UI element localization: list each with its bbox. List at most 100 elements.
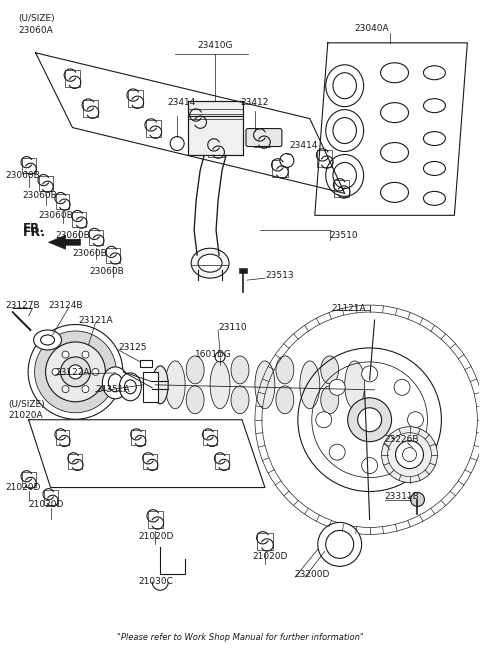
Text: 23412: 23412 <box>240 98 268 107</box>
Text: 1601DG: 1601DG <box>195 350 232 360</box>
Circle shape <box>170 136 184 151</box>
Ellipse shape <box>255 361 275 409</box>
Text: 21121A: 21121A <box>332 303 366 312</box>
Text: 23125: 23125 <box>119 343 147 352</box>
Text: 21020D: 21020D <box>6 483 41 492</box>
Text: 23414: 23414 <box>167 98 195 107</box>
Text: 23410G: 23410G <box>197 41 233 50</box>
Circle shape <box>280 153 294 168</box>
Ellipse shape <box>276 356 294 384</box>
Ellipse shape <box>231 356 249 384</box>
Text: 21030C: 21030C <box>138 577 173 586</box>
Ellipse shape <box>41 335 55 345</box>
Ellipse shape <box>321 356 339 384</box>
Bar <box>254 130 270 147</box>
Bar <box>145 121 161 137</box>
Circle shape <box>396 441 423 468</box>
Bar <box>132 430 145 445</box>
Ellipse shape <box>231 386 249 414</box>
Ellipse shape <box>191 248 229 278</box>
Circle shape <box>82 351 89 358</box>
Text: 24351A: 24351A <box>96 385 130 394</box>
Bar <box>208 140 224 157</box>
Text: 23121A: 23121A <box>78 316 113 324</box>
Circle shape <box>92 368 99 375</box>
Text: 23060B: 23060B <box>89 267 124 276</box>
Ellipse shape <box>60 357 90 387</box>
Text: 23060B: 23060B <box>56 231 90 240</box>
Text: FR.: FR. <box>23 222 45 234</box>
Text: (U/SIZE): (U/SIZE) <box>9 400 45 409</box>
Bar <box>38 176 52 191</box>
Text: 23060A: 23060A <box>19 26 53 35</box>
Ellipse shape <box>165 361 185 409</box>
Bar <box>257 533 273 550</box>
Ellipse shape <box>46 342 106 402</box>
Text: 21020D: 21020D <box>252 552 288 561</box>
Text: 23513: 23513 <box>265 271 294 280</box>
Text: 23127B: 23127B <box>6 301 40 310</box>
Ellipse shape <box>345 361 365 409</box>
FancyBboxPatch shape <box>246 128 282 147</box>
Bar <box>317 150 333 167</box>
Text: 23060B: 23060B <box>23 191 58 200</box>
Ellipse shape <box>316 412 332 428</box>
Text: 23110: 23110 <box>218 324 247 333</box>
Bar <box>144 372 158 402</box>
Ellipse shape <box>210 361 230 409</box>
Bar <box>56 194 70 209</box>
Bar <box>144 454 157 469</box>
Bar <box>72 212 86 227</box>
Ellipse shape <box>329 379 345 395</box>
Bar <box>147 511 163 528</box>
Text: (U/SIZE): (U/SIZE) <box>19 14 55 24</box>
Bar <box>188 101 243 116</box>
Bar <box>89 230 103 245</box>
Circle shape <box>318 523 361 567</box>
Ellipse shape <box>69 365 83 379</box>
Circle shape <box>82 386 89 392</box>
Text: 21020D: 21020D <box>138 532 174 541</box>
Text: 23226B: 23226B <box>384 435 419 444</box>
Circle shape <box>348 398 392 441</box>
Bar <box>239 268 247 273</box>
Text: 23510: 23510 <box>330 231 359 240</box>
Ellipse shape <box>321 386 339 414</box>
Bar <box>69 454 83 469</box>
Bar <box>22 158 36 173</box>
Ellipse shape <box>394 444 410 460</box>
Bar <box>128 90 143 107</box>
Text: 23200D: 23200D <box>295 570 330 579</box>
Ellipse shape <box>186 386 204 414</box>
Ellipse shape <box>102 367 128 399</box>
Bar <box>56 430 70 445</box>
Circle shape <box>62 351 69 358</box>
Bar <box>44 490 58 505</box>
Circle shape <box>358 408 382 432</box>
Circle shape <box>403 447 417 462</box>
Bar <box>107 248 120 263</box>
Ellipse shape <box>186 356 204 384</box>
Text: 23060B: 23060B <box>38 211 73 220</box>
Ellipse shape <box>408 412 423 428</box>
Text: "Please refer to Work Shop Manual for further information": "Please refer to Work Shop Manual for fu… <box>117 633 363 642</box>
Bar <box>22 472 36 487</box>
Ellipse shape <box>34 330 61 350</box>
Circle shape <box>62 386 69 392</box>
Ellipse shape <box>120 373 141 401</box>
Bar <box>83 100 98 117</box>
Ellipse shape <box>124 380 136 394</box>
Text: 23060B: 23060B <box>72 249 107 257</box>
Ellipse shape <box>361 366 378 382</box>
Bar <box>203 430 217 445</box>
Circle shape <box>382 426 437 483</box>
Bar <box>140 360 152 367</box>
Text: 23414: 23414 <box>290 141 318 150</box>
Text: FR.: FR. <box>23 226 46 239</box>
Bar <box>272 160 288 177</box>
Ellipse shape <box>394 379 410 395</box>
Bar <box>65 70 80 87</box>
Ellipse shape <box>152 366 168 403</box>
Text: 23122A: 23122A <box>56 368 90 377</box>
Circle shape <box>52 368 59 375</box>
